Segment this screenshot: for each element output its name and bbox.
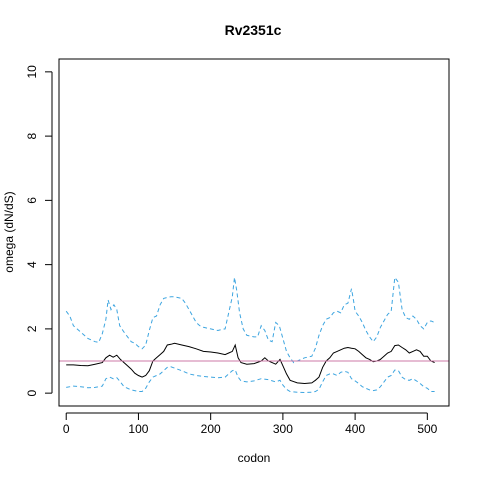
y-axis-label: omega (dN/dS) — [2, 191, 16, 272]
x-tick-label: 400 — [345, 422, 365, 436]
x-tick-label: 200 — [201, 422, 221, 436]
plot-frame — [58, 58, 450, 407]
y-axis: 0 2 4 6 8 10 — [25, 65, 53, 396]
y-tick-label: 8 — [25, 132, 39, 139]
chart-title: Rv2351c — [225, 22, 282, 38]
y-tick-label: 4 — [25, 261, 39, 268]
series-line-3 — [66, 366, 435, 394]
y-tick-label: 10 — [25, 65, 39, 79]
y-tick-label: 0 — [25, 389, 39, 396]
x-tick-label: 100 — [128, 422, 148, 436]
series-line-1 — [66, 342, 435, 385]
y-tick-label: 6 — [25, 197, 39, 204]
x-tick-label: 0 — [63, 422, 70, 436]
x-tick-label: 300 — [273, 422, 293, 436]
x-axis: 0 100 200 300 400 500 — [63, 412, 438, 436]
y-tick-label: 2 — [25, 325, 39, 332]
x-axis-label: codon — [238, 451, 271, 465]
series-line-2 — [65, 276, 435, 364]
plot-area — [59, 276, 449, 394]
x-tick-label: 500 — [417, 422, 437, 436]
